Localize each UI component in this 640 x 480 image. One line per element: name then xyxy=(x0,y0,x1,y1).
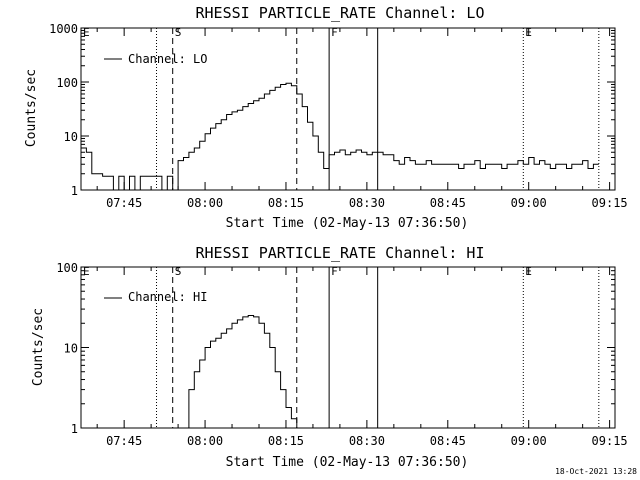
panel-lo-ytick-label: 10 xyxy=(64,130,78,144)
panel-lo-xlabel: Start Time (02-May-13 07:36:50) xyxy=(226,216,469,231)
panel-hi-xtick-label: 07:45 xyxy=(106,434,142,448)
panel-hi-xlabel: Start Time (02-May-13 07:36:50) xyxy=(226,455,469,470)
panel-lo-ytick-label: 1 xyxy=(71,184,78,198)
panel-hi-marker-label: E xyxy=(83,265,90,278)
panel-hi-ytick-label: 1 xyxy=(71,422,78,436)
panel-lo-xtick-label: 09:15 xyxy=(592,196,628,210)
panel-lo-ytick-label: 100 xyxy=(56,76,78,90)
panel-lo-ylabel: Counts/sec xyxy=(24,69,39,147)
panel-lo-marker-label: F xyxy=(331,26,338,39)
panel-hi-xtick-label: 08:30 xyxy=(349,434,385,448)
panel-lo-xtick-label: 08:15 xyxy=(268,196,304,210)
panel-hi-xtick-label: 09:15 xyxy=(592,434,628,448)
panel-lo-series-line xyxy=(81,82,599,191)
panel-lo-xtick-label: 08:00 xyxy=(187,196,223,210)
panel-hi-marker-label: S xyxy=(175,265,182,278)
panel-hi-xtick-label: 09:00 xyxy=(511,434,547,448)
footer-timestamp: 18-Oct-2021 13:28 xyxy=(555,467,637,476)
panel-lo-xtick-label: 08:30 xyxy=(349,196,385,210)
panel-lo: RHESSI PARTICLE_RATE Channel: LO Start T… xyxy=(24,4,628,231)
panel-lo-ytick-label: 1000 xyxy=(49,22,78,36)
panel-hi-marker-label: F xyxy=(331,265,338,278)
panel-lo-marker-label: E xyxy=(83,26,90,39)
panel-hi-xtick-label: 08:00 xyxy=(187,434,223,448)
panel-hi-xtick-label: 08:15 xyxy=(268,434,304,448)
panel-hi-ytick-label: 100 xyxy=(56,261,78,275)
panel-hi-title: RHESSI PARTICLE_RATE Channel: HI xyxy=(196,244,485,262)
panel-hi-xtick-label: 08:45 xyxy=(430,434,466,448)
panel-lo-xtick-label: 07:45 xyxy=(106,196,142,210)
panel-lo-marker-label: S xyxy=(175,26,182,39)
panel-hi-ytick-label: 10 xyxy=(64,342,78,356)
panel-lo-legend-text: Channel: LO xyxy=(128,52,207,66)
panel-hi-marker-label: E xyxy=(525,265,532,278)
panel-hi-ylabel: Counts/sec xyxy=(31,308,46,386)
panel-lo-title: RHESSI PARTICLE_RATE Channel: LO xyxy=(196,4,485,22)
panel-lo-xtick-label: 09:00 xyxy=(511,196,547,210)
panel-lo-frame xyxy=(80,27,616,191)
panel-hi-series-line xyxy=(183,315,303,429)
panel-lo-xtick-label: 08:45 xyxy=(430,196,466,210)
panel-hi: RHESSI PARTICLE_RATE Channel: HI Start T… xyxy=(31,244,628,470)
panel-lo-marker-label: E xyxy=(525,26,532,39)
panel-hi-legend-text: Channel: HI xyxy=(128,290,207,304)
